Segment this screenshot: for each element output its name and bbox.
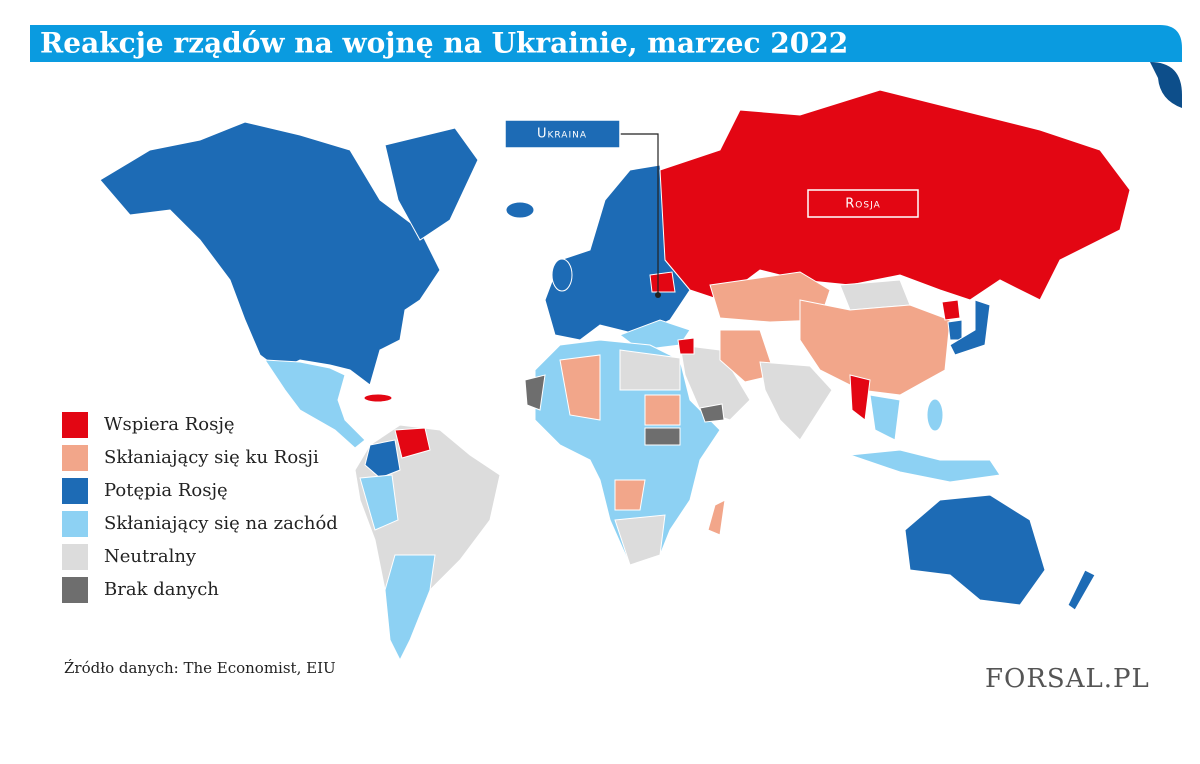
legend-label: Skłaniający się ku Rosji [104, 447, 319, 468]
legend-swatch [62, 577, 88, 603]
western-sahara [524, 374, 546, 411]
world-map [99, 89, 1131, 662]
legend-swatch [62, 445, 88, 471]
angola [614, 479, 646, 511]
belarus [649, 271, 676, 293]
yemen [699, 403, 725, 423]
venezuela [394, 427, 431, 459]
myanmar [849, 374, 871, 421]
madagascar [707, 499, 726, 536]
legend-swatch [62, 511, 88, 537]
southeast-asia [869, 394, 901, 441]
callout-label: Ukraina [537, 127, 587, 142]
callout-box [807, 189, 919, 218]
libya-egypt [619, 349, 681, 391]
new-zealand [1067, 569, 1096, 611]
peru [359, 474, 399, 531]
china [799, 299, 951, 396]
legend-label: Brak danych [104, 579, 219, 600]
central-america [264, 359, 366, 449]
callout-dot [655, 292, 661, 298]
australia [904, 494, 1046, 606]
north-korea [941, 299, 961, 321]
iceland [505, 201, 535, 219]
indonesia [849, 449, 1001, 483]
japan [949, 299, 991, 356]
colombia [364, 439, 401, 479]
legend-label: Wspiera Rosję [104, 414, 235, 435]
source: Źródło danych: The Economist, EIU [64, 659, 336, 677]
legend-label: Potępia Rosję [104, 480, 228, 501]
title: Reakcje rządów na wojnę na Ukrainie, mar… [40, 27, 848, 60]
india [759, 361, 833, 441]
greenland [384, 127, 479, 241]
legend-label: Skłaniający się na zachód [104, 513, 338, 534]
south-sudan [644, 427, 681, 446]
callout-label: Rosja [845, 197, 880, 212]
title-banner [30, 25, 1182, 62]
legend-swatch [62, 544, 88, 570]
legend-label: Neutralny [104, 546, 197, 567]
logo: FORSAL.PL [985, 664, 1150, 694]
argentina-chile [384, 554, 436, 662]
southern-africa [614, 514, 666, 566]
sudan [644, 394, 681, 426]
legend-swatch [62, 478, 88, 504]
philippines [926, 398, 944, 432]
algeria-mali [559, 354, 601, 421]
uk [551, 258, 573, 292]
syria [677, 337, 695, 355]
legend-swatch [62, 412, 88, 438]
south-korea [947, 319, 963, 341]
north-america [99, 121, 441, 386]
banner-curl [1150, 62, 1182, 108]
callout-line [620, 133, 659, 295]
cuba [363, 393, 393, 403]
legend: Wspiera Rosję Skłaniający się ku Rosji Pot… [62, 412, 338, 603]
callout-box [504, 119, 621, 149]
